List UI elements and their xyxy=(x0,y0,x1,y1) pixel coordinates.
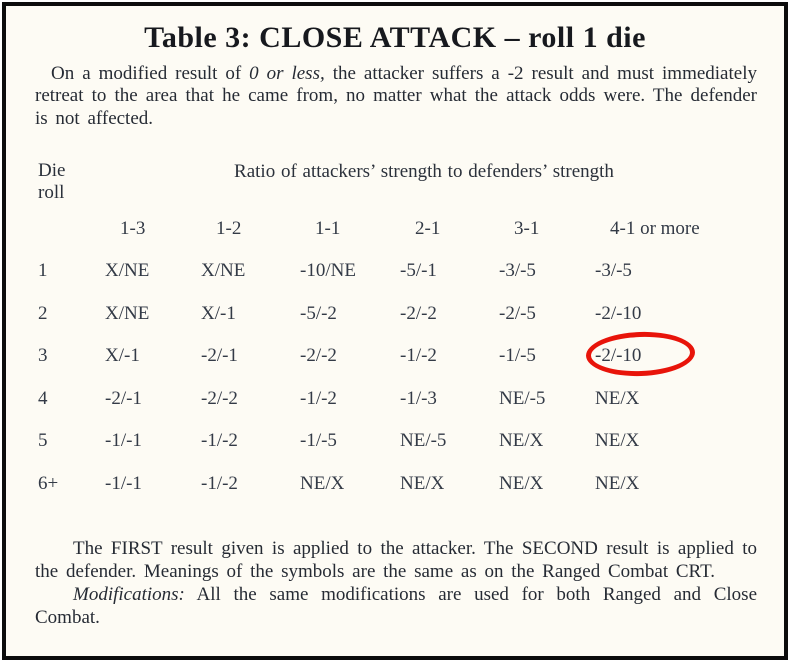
crt-cell-circled: -2/-10 xyxy=(583,330,755,379)
crt-cell: -1/-2 xyxy=(300,387,337,409)
crt-cell: NE/-5 xyxy=(499,387,546,409)
crt-cell: -2/-1 xyxy=(105,387,142,409)
crt-cell: -1/-2 xyxy=(201,472,238,494)
crt-cell: X/NE xyxy=(105,302,150,324)
crt-cell: -1/-5 xyxy=(499,345,536,367)
intro-text-italic: 0 or less, xyxy=(249,62,325,84)
die-roll-value: 1 xyxy=(38,260,48,282)
crt-cell: -2/-2 xyxy=(300,345,337,367)
intro-text-1: On a modified result of xyxy=(51,62,250,84)
crt-cell: -1/-5 xyxy=(300,430,337,452)
crt-cell: NE/X xyxy=(499,472,544,494)
die-roll-value: 2 xyxy=(38,302,48,324)
column-header-2-1: 2-1 xyxy=(415,218,441,239)
modifications-text: All the same modifications are used for … xyxy=(35,584,757,628)
modifications-label: Modifications: xyxy=(73,584,185,605)
crt-cell: NE/-5 xyxy=(400,430,447,452)
crt-cell: X/NE xyxy=(201,260,246,282)
crt-cell: -2/-2 xyxy=(201,387,238,409)
column-header-1-3: 1-3 xyxy=(120,218,146,239)
crt-cell: X/-1 xyxy=(105,345,140,367)
die-roll-value: 5 xyxy=(38,430,48,452)
crt-cell: NE/X xyxy=(400,472,445,494)
die-roll-value: 3 xyxy=(38,345,48,367)
crt-cell: -1/-2 xyxy=(201,430,238,452)
die-roll-value: 6+ xyxy=(38,472,59,494)
crt-cell: -2/-2 xyxy=(400,302,437,324)
crt-cell: -3/-5 xyxy=(595,260,632,282)
ratio-group-header: Ratio of attackers’ strength to defender… xyxy=(234,161,614,182)
crt-cell: -5/-2 xyxy=(300,302,337,324)
crt-cell: NE/X xyxy=(595,387,640,409)
die-roll-value: 4 xyxy=(38,387,48,409)
crt-cell: NE/X xyxy=(595,472,640,494)
crt-cell: -1/-1 xyxy=(105,430,142,452)
results-explanation-paragraph: The FIRST result given is applied to the… xyxy=(35,538,757,582)
intro-paragraph: On a modified result of 0 or less, the a… xyxy=(35,63,757,131)
crt-cell: -5/-1 xyxy=(400,260,437,282)
crt-cell: NE/X xyxy=(300,472,345,494)
crt-cell: X/-1 xyxy=(201,302,236,324)
crt-cell-value: -2/-10 xyxy=(595,345,642,367)
column-header-4-1-or-more: 4-1 or more xyxy=(610,218,700,239)
modifications-paragraph: Modifications: All the same modification… xyxy=(35,583,757,629)
close-attack-results-table: Die roll Ratio of attackers’ strength to… xyxy=(35,160,755,505)
crt-cell: X/NE xyxy=(105,260,150,282)
intro-text-2: the attacker suffers a -2 result and mus… xyxy=(35,62,757,129)
crt-cell: -1/-3 xyxy=(400,387,437,409)
crt-cell: -1/-2 xyxy=(400,345,437,367)
crt-cell: -2/-1 xyxy=(201,345,238,367)
crt-cell: NE/X xyxy=(595,430,640,452)
die-roll-header-line1: Die xyxy=(38,160,66,181)
crt-cell: -2/-10 xyxy=(595,302,642,324)
crt-cell: -3/-5 xyxy=(499,260,536,282)
column-header-3-1: 3-1 xyxy=(514,218,540,239)
crt-cell: -1/-1 xyxy=(105,472,142,494)
table-title: Table 3: CLOSE ATTACK – roll 1 die xyxy=(144,21,646,54)
column-header-1-2: 1-2 xyxy=(216,218,242,239)
crt-cell: -10/NE xyxy=(300,260,356,282)
crt-cell: NE/X xyxy=(499,430,544,452)
die-roll-header-line2: roll xyxy=(38,182,65,203)
die-roll-header: Die roll xyxy=(35,160,93,204)
column-header-1-1: 1-1 xyxy=(315,218,341,239)
crt-cell: -2/-5 xyxy=(499,302,536,324)
